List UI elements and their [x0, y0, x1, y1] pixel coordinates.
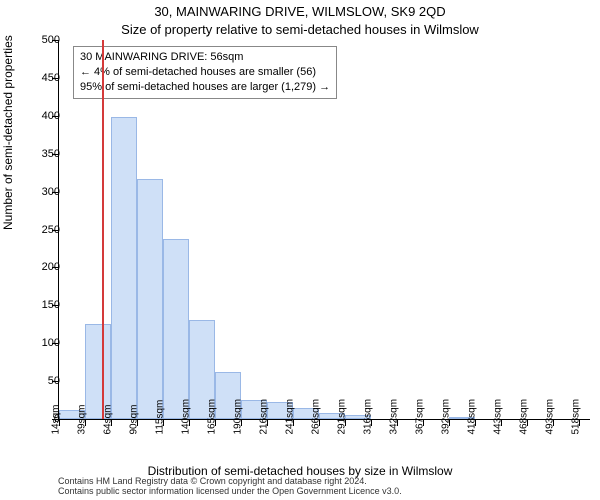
- plot-area: 30 MAINWARING DRIVE: 56sqm ← 4% of semi-…: [58, 40, 590, 420]
- y-tick-label: 150: [42, 299, 60, 311]
- marker-line: [102, 40, 104, 419]
- title-line2: Size of property relative to semi-detach…: [0, 22, 600, 37]
- annotation-box: 30 MAINWARING DRIVE: 56sqm ← 4% of semi-…: [73, 46, 337, 99]
- y-tick-label: 350: [42, 148, 60, 160]
- histogram-bar: [163, 239, 189, 419]
- title-line1: 30, MAINWARING DRIVE, WILMSLOW, SK9 2QD: [0, 4, 600, 19]
- chart-container: 30, MAINWARING DRIVE, WILMSLOW, SK9 2QD …: [0, 0, 600, 500]
- y-tick-label: 50: [48, 375, 60, 387]
- annotation-line2: ← 4% of semi-detached houses are smaller…: [80, 65, 330, 80]
- y-tick-label: 500: [42, 34, 60, 46]
- y-axis-label: Number of semi-detached properties: [1, 35, 15, 230]
- y-tick-label: 300: [42, 186, 60, 198]
- annotation-line3: 95% of semi-detached houses are larger (…: [80, 80, 330, 95]
- y-tick-label: 450: [42, 72, 60, 84]
- y-tick-label: 100: [42, 337, 60, 349]
- histogram-bar: [137, 179, 163, 419]
- y-tick-label: 200: [42, 261, 60, 273]
- y-tick-label: 400: [42, 110, 60, 122]
- annotation-line1: 30 MAINWARING DRIVE: 56sqm: [80, 50, 330, 65]
- footer-line2: Contains public sector information licen…: [58, 486, 402, 496]
- y-tick-label: 250: [42, 224, 60, 236]
- histogram-bar: [111, 117, 137, 419]
- footer-line1: Contains HM Land Registry data © Crown c…: [58, 476, 402, 486]
- footer: Contains HM Land Registry data © Crown c…: [58, 476, 402, 496]
